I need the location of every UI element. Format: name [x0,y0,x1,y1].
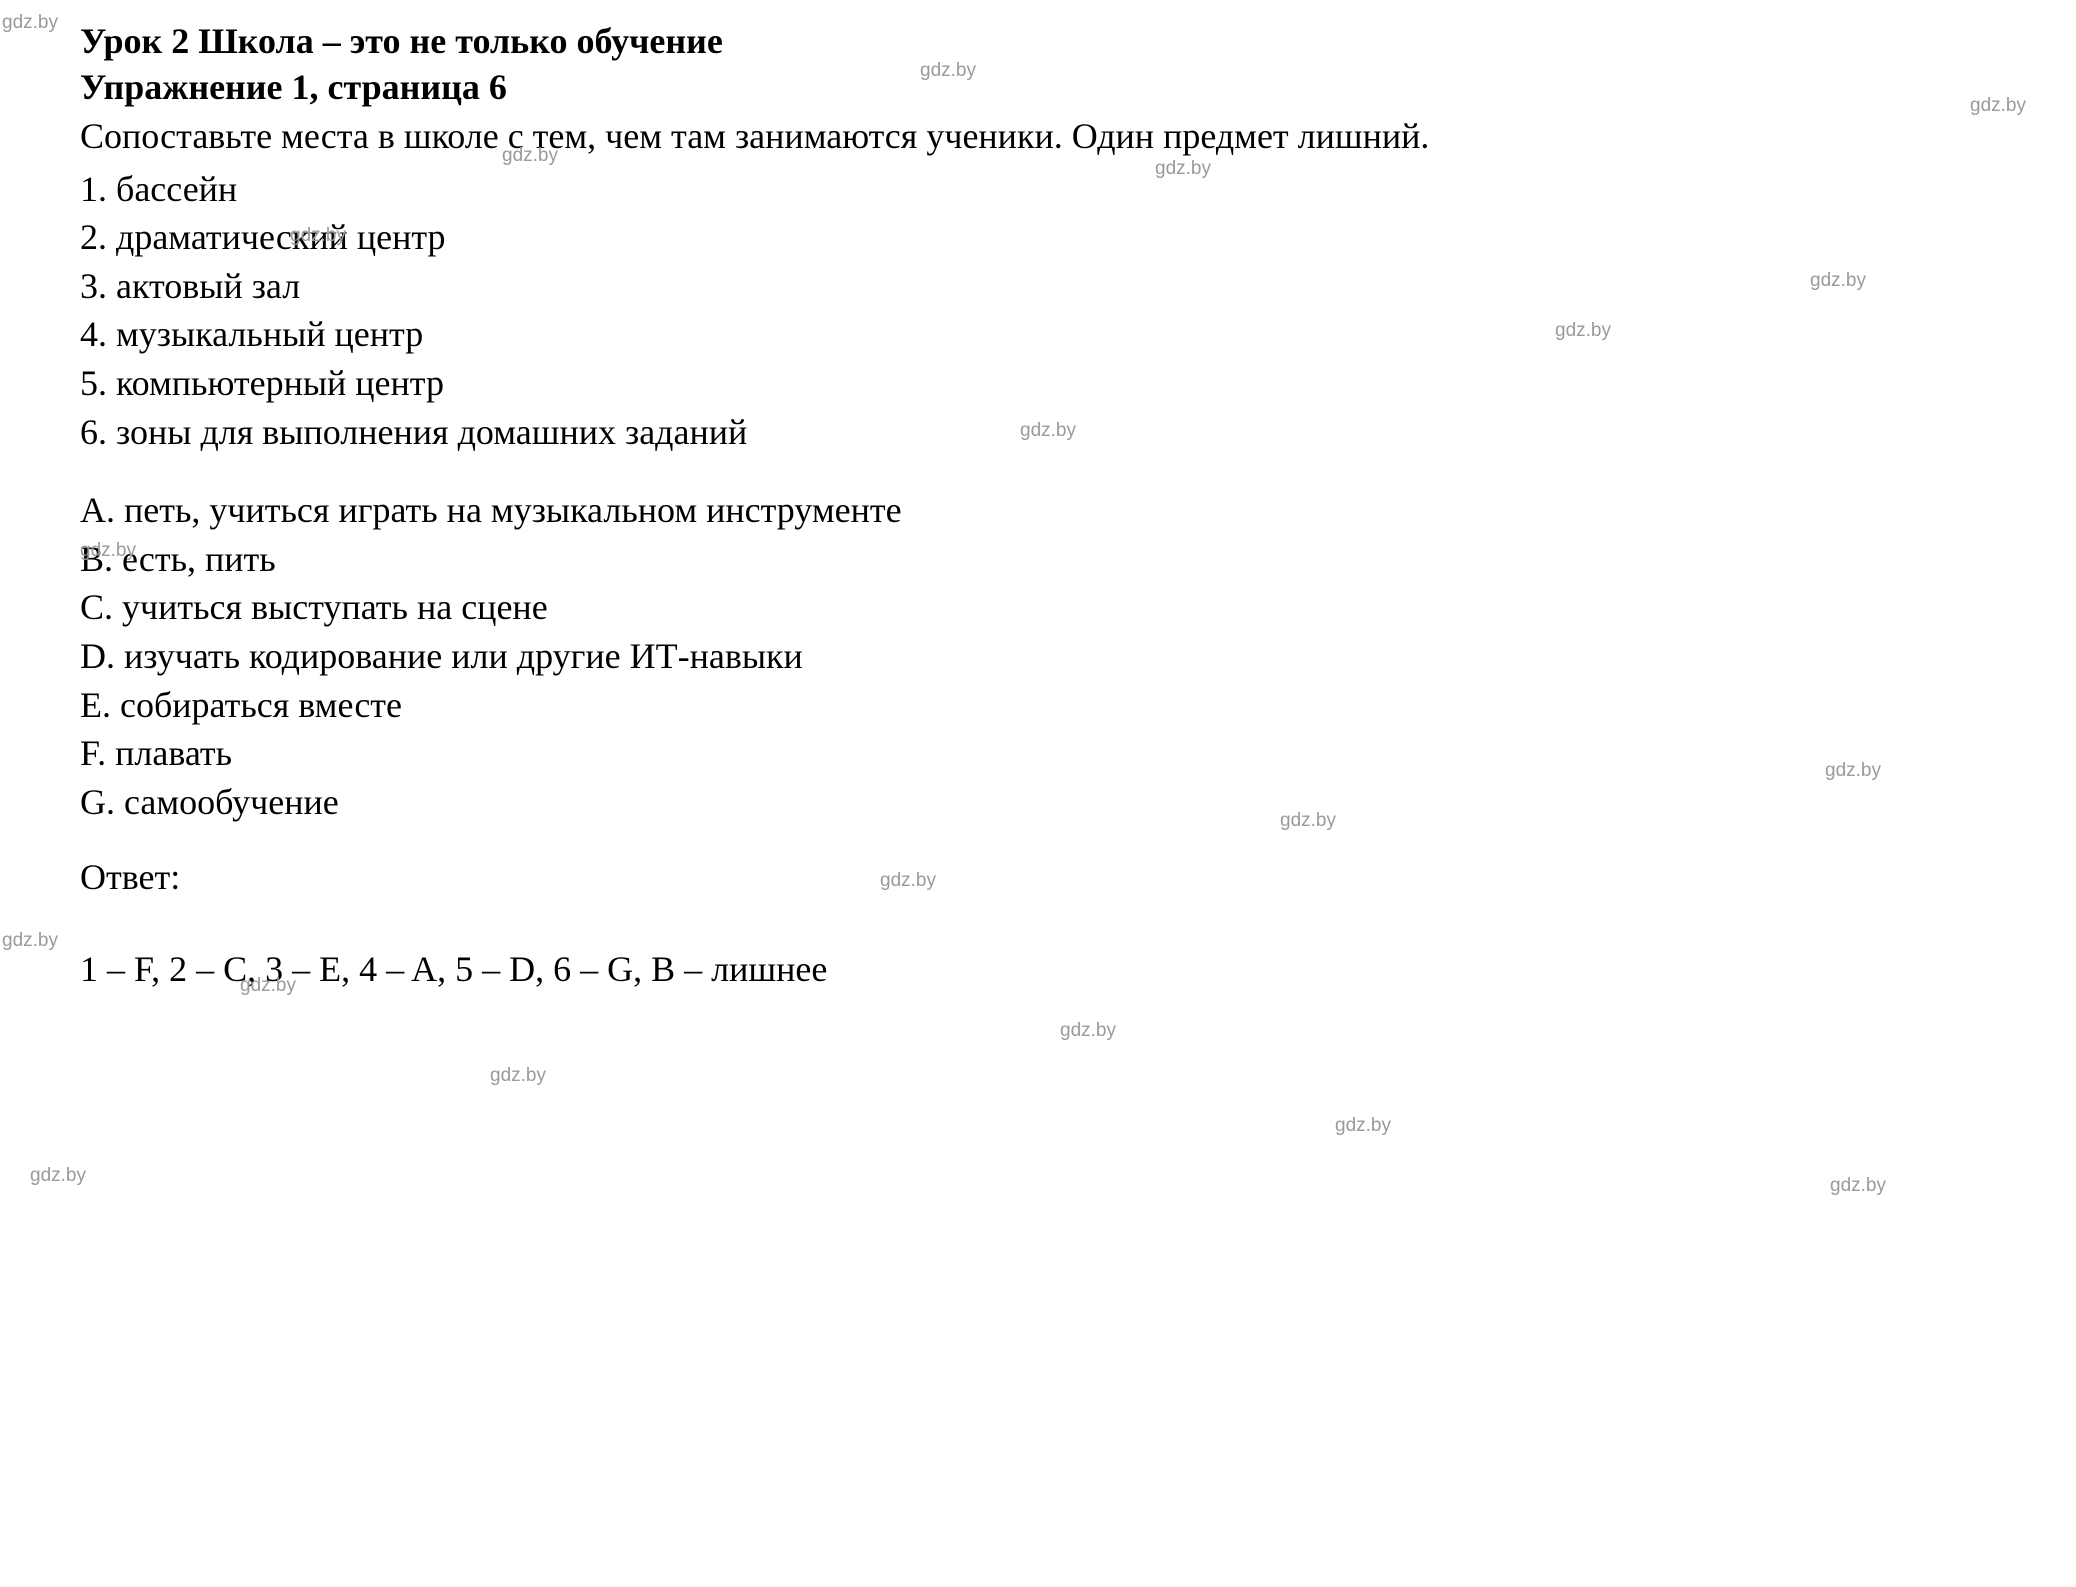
watermark-text: gdz.by [2,930,58,952]
list-item: 2. драматический центр [80,213,2036,262]
answer-label: Ответ: [80,856,2036,898]
watermark-text: gdz.by [1060,1020,1116,1042]
list-item: B. есть, пить [80,535,2036,584]
watermark-text: gdz.by [30,1165,86,1187]
list-item: 1. бассейн [80,165,2036,214]
watermark-text: gdz.by [2,12,58,34]
list-item: 4. музыкальный центр [80,310,2036,359]
list-item: 3. актовый зал [80,262,2036,311]
list-item: A. петь, учиться играть на музыкальном и… [80,486,2036,535]
watermark-text: gdz.by [1335,1115,1391,1137]
list-item: G. самообучение [80,778,2036,827]
number-list: 1. бассейн 2. драматический центр 3. акт… [80,165,2036,457]
lesson-title: Урок 2 Школа – это не только обучение [80,20,2036,62]
list-item: 6. зоны для выполнения домашних заданий [80,408,2036,457]
exercise-title: Упражнение 1, страница 6 [80,66,2036,108]
letter-list: A. петь, учиться играть на музыкальном и… [80,486,2036,826]
list-item: 5. компьютерный центр [80,359,2036,408]
answer-text: 1 – F, 2 – C, 3 – E, 4 – A, 5 – D, 6 – G… [80,948,2036,990]
list-item: C. учиться выступать на сцене [80,583,2036,632]
list-item: D. изучать кодирование или другие ИТ-нав… [80,632,2036,681]
watermark-text: gdz.by [1830,1175,1886,1197]
task-description: Сопоставьте места в школе с тем, чем там… [80,112,2036,161]
list-item: F. плавать [80,729,2036,778]
watermark-text: gdz.by [490,1065,546,1087]
list-item: E. собираться вместе [80,681,2036,730]
